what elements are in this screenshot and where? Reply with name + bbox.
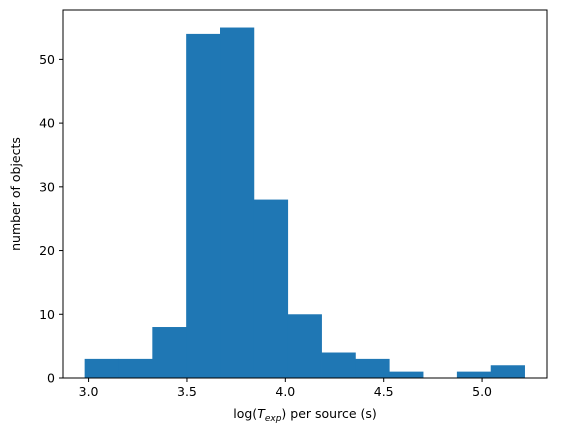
y-tick-label: 40 [39, 116, 55, 131]
x-tick-label: 3.0 [79, 384, 99, 399]
y-tick-label: 0 [47, 371, 55, 386]
histogram-bar [321, 352, 356, 378]
plot-area-frame [62, 9, 548, 379]
x-axis-label-symbol: T [257, 406, 266, 421]
y-axis-ticks: 0 10 20 30 40 50 [39, 52, 63, 386]
histogram-bar [389, 371, 424, 378]
histogram-bars [84, 27, 525, 379]
histogram-bar [84, 358, 119, 378]
y-tick-label: 50 [39, 52, 55, 67]
y-tick-label: 20 [39, 243, 55, 258]
x-tick-label: 5.0 [472, 384, 492, 399]
x-axis-label-subscript: exp [265, 414, 282, 424]
y-tick-label: 30 [39, 179, 55, 194]
x-tick-label: 3.5 [177, 384, 197, 399]
histogram-bar [456, 371, 492, 378]
x-axis-ticks: 3.0 3.5 4.0 4.5 5.0 [79, 378, 492, 399]
histogram-bar [355, 358, 390, 378]
histogram-bar [152, 327, 187, 378]
histogram-bar [490, 365, 525, 378]
histogram-bar [220, 27, 255, 379]
x-tick-label: 4.0 [275, 384, 295, 399]
histogram-bar [186, 33, 221, 378]
x-axis-label-suffix: ) per source (s) [281, 406, 376, 421]
y-axis-label: number of objects [8, 137, 23, 251]
histogram-bar [287, 314, 322, 378]
histogram-bar [118, 358, 153, 378]
x-tick-label: 4.5 [374, 384, 394, 399]
y-tick-label: 10 [39, 307, 55, 322]
x-axis-label: log(Texp) per source (s) [233, 406, 377, 424]
x-axis-label-prefix: log( [233, 406, 257, 421]
histogram-bar [253, 199, 289, 378]
